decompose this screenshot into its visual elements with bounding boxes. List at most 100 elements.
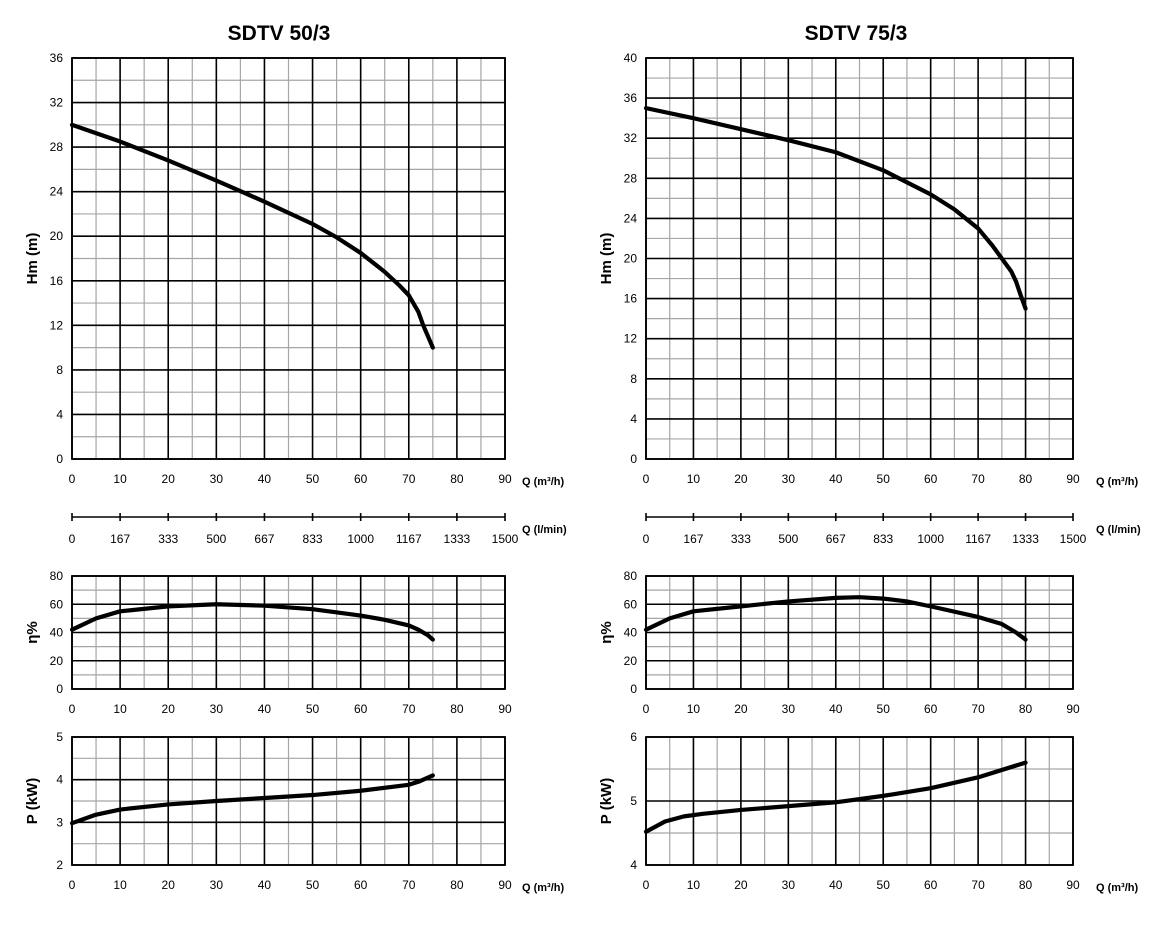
left-power-y-tick-label: 2 [56, 858, 63, 872]
right-head-y-tick-label: 0 [630, 452, 637, 466]
right-power-y-axis-label: P (kW) [598, 778, 615, 824]
right-head-x-tick-label: 80 [1019, 472, 1033, 486]
left-efficiency-x-tick-label: 70 [402, 702, 416, 716]
right-head-x-axis-label: Q (m³/h) [1096, 476, 1138, 488]
left-efficiency-x-tick-label: 60 [354, 702, 368, 716]
left-power-x-tick-label: 90 [498, 878, 512, 892]
left-head-x-tick-label: 30 [210, 472, 224, 486]
right-efficiency-y-tick-label: 80 [624, 569, 638, 583]
left-flow-lmin-tick-label: 167 [110, 532, 130, 546]
right-power-x-tick-label: 50 [877, 878, 891, 892]
right-power-y-tick-label: 6 [630, 730, 637, 744]
right-efficiency-y-tick-label: 60 [624, 597, 638, 611]
left-power-y-axis-label: P (kW) [24, 778, 41, 824]
right-head-y-tick-label: 36 [624, 91, 638, 105]
left-efficiency-frame [71, 575, 506, 690]
right-head-y-tick-label: 4 [630, 412, 637, 426]
right-head-x-tick-label: 0 [643, 472, 650, 486]
left-head-panel: 0 10 20 30 40 50 60 70 80 90 0 4 8 12 16 20 24 28 32 36 Hm (… [24, 51, 564, 488]
right-flow-lmin-tick-label: 0 [643, 532, 650, 546]
left-flow-lmin-tick-label: 333 [158, 532, 178, 546]
right-flow-lmin-tick-label: 1000 [917, 532, 944, 546]
right-efficiency-x-tick-label: 30 [782, 702, 796, 716]
right-head-y-tick-label: 8 [630, 372, 637, 386]
right-head-x-tick-label: 70 [971, 472, 985, 486]
right-flow-lmin-tick-label: 667 [826, 532, 846, 546]
right-flow-lmin-tick-label: 167 [683, 532, 703, 546]
right-efficiency-x-tick-label: 40 [829, 702, 843, 716]
right-head-y-tick-label: 12 [624, 332, 638, 346]
left-power-x-axis-label: Q (m³/h) [522, 882, 564, 894]
chart-title-right: SDTV 75/3 [805, 22, 908, 45]
right-efficiency-x-tick-label: 10 [687, 702, 701, 716]
left-power-x-tick-label: 40 [258, 878, 272, 892]
left-efficiency-x-tick-label: 50 [306, 702, 320, 716]
right-head-y-axis-label: Hm (m) [598, 233, 615, 285]
right-flow-lmin-tick-label: 1333 [1012, 532, 1039, 546]
right-head-x-tick-label: 10 [687, 472, 701, 486]
left-head-x-tick-label: 10 [113, 472, 127, 486]
right-power-x-tick-label: 60 [924, 878, 938, 892]
left-power-curve [69, 773, 435, 826]
right-efficiency-x-tick-label: 60 [924, 702, 938, 716]
left-head-y-tick-label: 4 [56, 407, 63, 421]
right-power-x-tick-label: 80 [1019, 878, 1033, 892]
right-efficiency-x-tick-label: 80 [1019, 702, 1033, 716]
left-head-x-tick-label: 50 [306, 472, 320, 486]
left-efficiency-y-tick-label: 0 [56, 682, 63, 696]
left-head-x-tick-label: 60 [354, 472, 368, 486]
right-power-y-tick-label: 5 [630, 794, 637, 808]
right-head-y-tick-label: 24 [624, 211, 638, 225]
right-power-x-axis-label: Q (m³/h) [1096, 882, 1138, 894]
right-power-panel: 0 10 20 30 40 50 60 70 80 90 4 5 6 P (kW) Q (m³/h) [598, 730, 1138, 894]
left-power-x-tick-label: 80 [450, 878, 464, 892]
left-flow-lmin-tick-label: 500 [206, 532, 226, 546]
left-head-y-tick-label: 16 [50, 274, 64, 288]
left-head-x-tick-label: 20 [162, 472, 176, 486]
left-efficiency-y-tick-label: 60 [50, 597, 64, 611]
left-efficiency-curve [69, 602, 435, 642]
left-head-y-tick-label: 8 [56, 363, 63, 377]
right-flow-lmin-axis-label: Q (l/min) [1096, 524, 1141, 536]
left-head-y-tick-label: 32 [50, 96, 64, 110]
right-efficiency-y-tick-label: 20 [624, 654, 638, 668]
right-power-curve [643, 760, 1028, 834]
left-head-x-axis-label: Q (m³/h) [522, 476, 564, 488]
left-head-x-tick-label: 90 [498, 472, 512, 486]
right-efficiency-curve [643, 595, 1028, 642]
left-head-y-tick-label: 24 [50, 185, 64, 199]
left-power-x-tick-label: 70 [402, 878, 416, 892]
right-efficiency-y-tick-label: 40 [624, 626, 638, 640]
left-head-curve [69, 122, 435, 350]
left-efficiency-x-tick-label: 30 [210, 702, 224, 716]
left-head-y-tick-label: 36 [50, 51, 64, 65]
left-power-x-tick-label: 0 [69, 878, 76, 892]
left-head-frame [71, 57, 506, 460]
left-power-y-tick-label: 3 [56, 815, 63, 829]
chart-title-left: SDTV 50/3 [228, 22, 331, 45]
left-efficiency-y-axis-label: η% [24, 621, 41, 644]
left-flow-lmin-tick-label: 1167 [396, 532, 422, 546]
left-head-x-tick-label: 70 [402, 472, 416, 486]
left-flow-lmin-tick-label: 1000 [347, 532, 374, 546]
left-power-y-tick-label: 4 [56, 773, 63, 787]
right-head-panel: 0 10 20 30 40 50 60 70 80 90 0 4 8 12 16 20 24 28 32 36 40 Hm… [598, 51, 1138, 488]
left-efficiency-x-tick-label: 90 [498, 702, 512, 716]
left-head-y-tick-label: 20 [50, 229, 64, 243]
right-head-curve [643, 106, 1028, 311]
right-efficiency-x-tick-label: 70 [971, 702, 985, 716]
right-head-y-tick-label: 16 [624, 292, 638, 306]
left-power-x-tick-label: 10 [113, 878, 127, 892]
left-efficiency-y-tick-label: 80 [50, 569, 64, 583]
right-power-x-tick-label: 30 [782, 878, 796, 892]
left-efficiency-x-tick-label: 80 [450, 702, 464, 716]
right-head-x-tick-label: 90 [1066, 472, 1080, 486]
right-efficiency-frame [645, 575, 1074, 690]
left-flow-lmin-tick-label: 1500 [492, 532, 519, 546]
left-head-x-tick-label: 80 [450, 472, 464, 486]
left-power-y-tick-label: 5 [56, 730, 63, 744]
right-power-x-tick-label: 20 [734, 878, 748, 892]
left-head-y-tick-label: 12 [50, 318, 64, 332]
